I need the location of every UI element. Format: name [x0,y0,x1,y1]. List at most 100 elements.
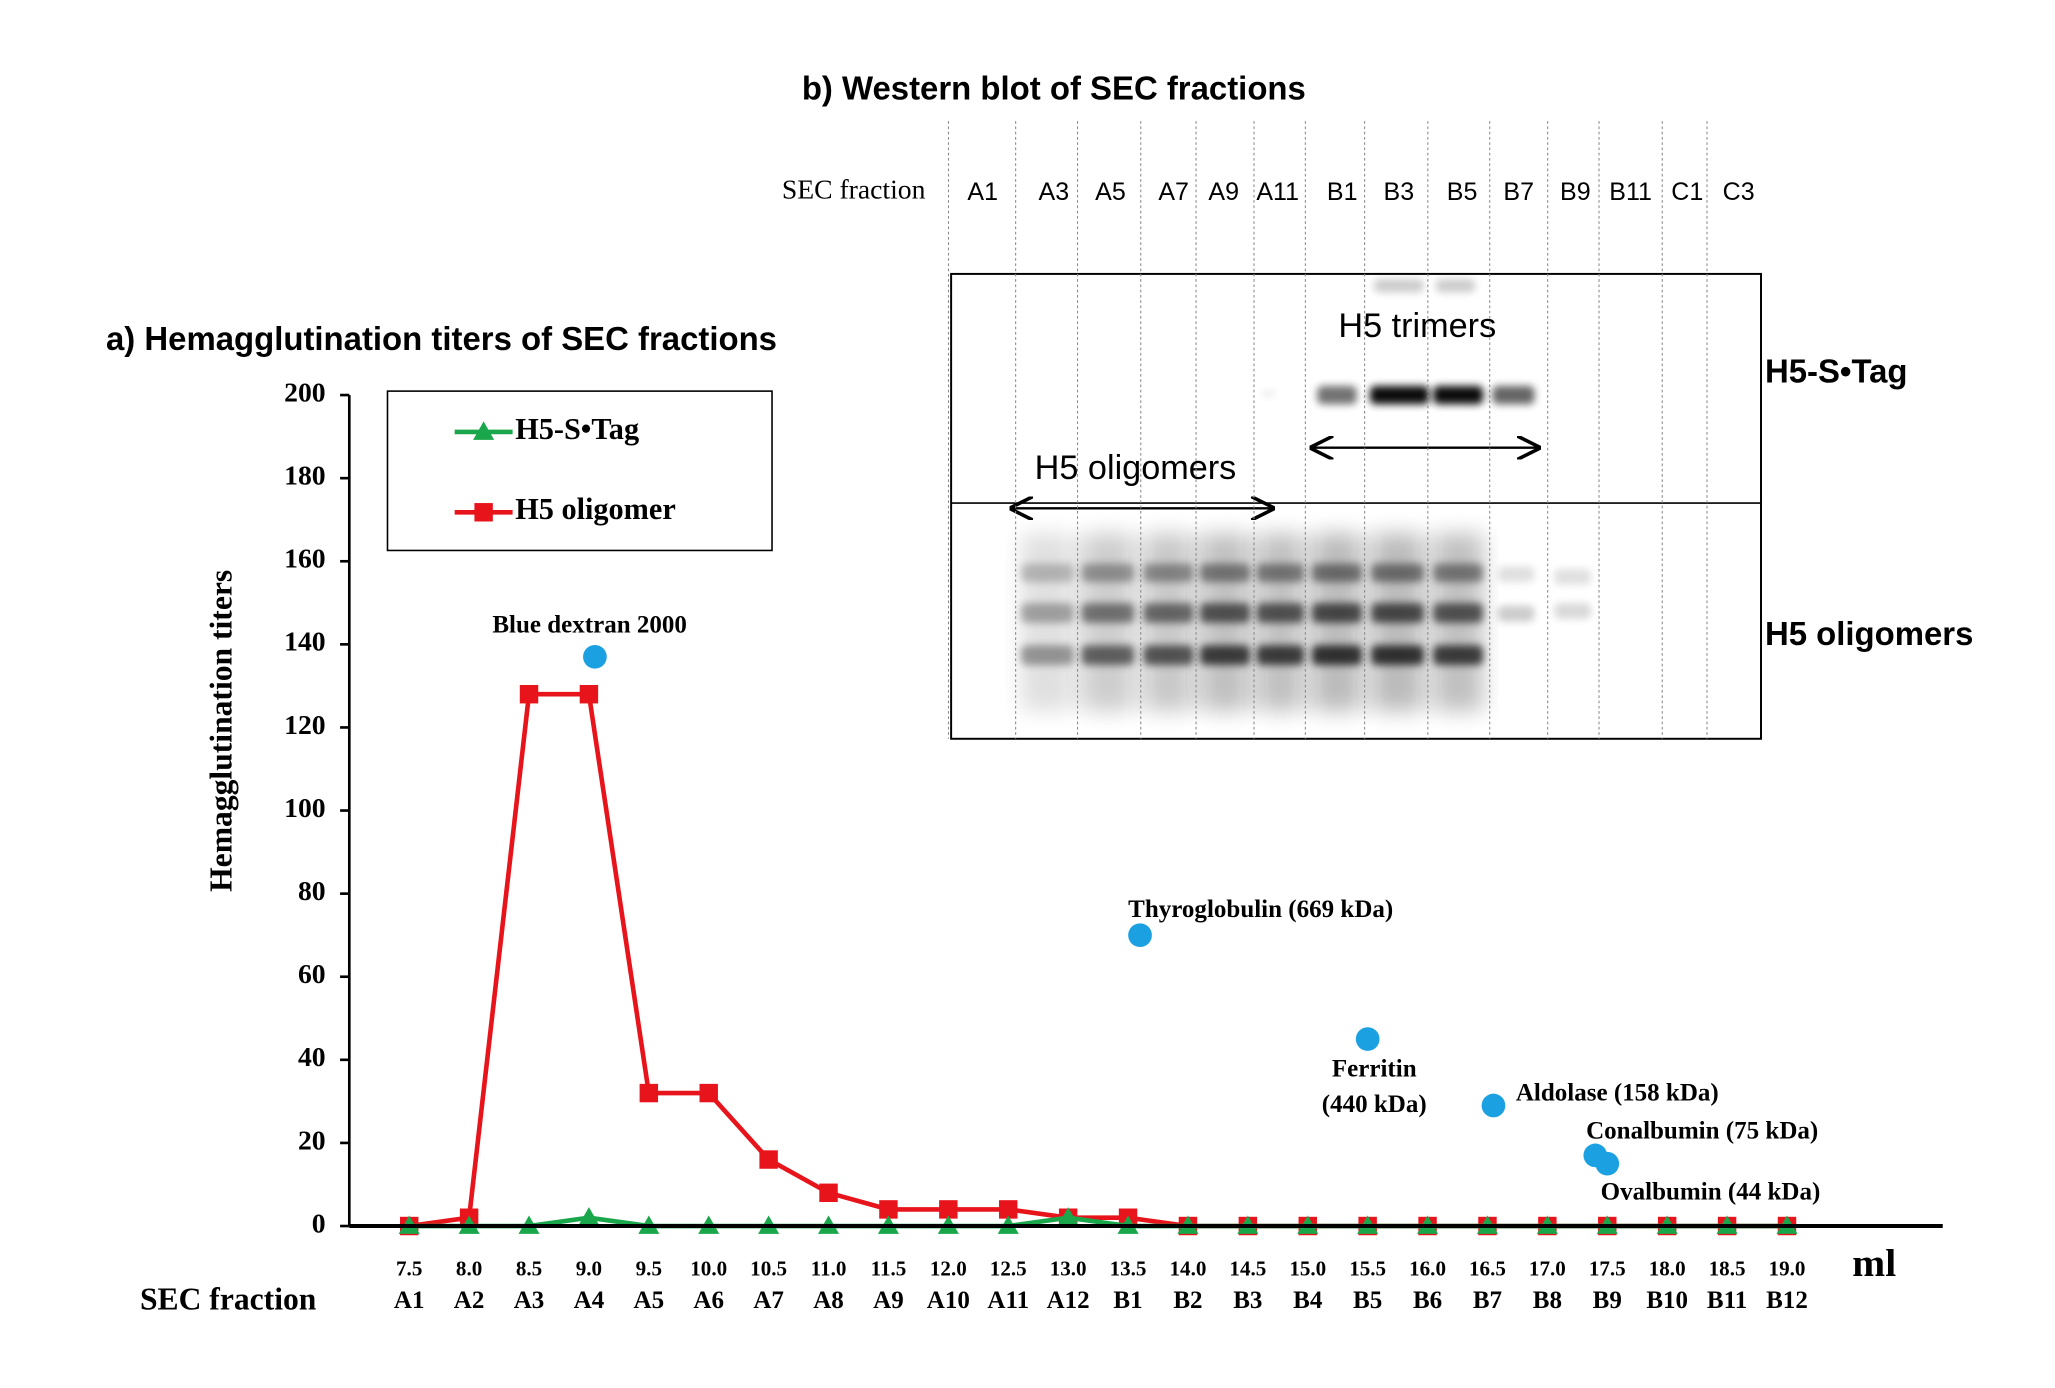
lane-label: B7 [1503,178,1534,206]
row-label: H5 oligomers [1765,615,1973,652]
lane-label: B11 [1609,178,1652,206]
x-tick-label: 9.5 [636,1257,662,1281]
standard-point [1355,1027,1380,1051]
blot-frame [950,272,1762,740]
y-tick-label: 180 [284,460,325,491]
band [1435,279,1476,293]
band [1200,645,1251,666]
x-tick-label: 12.5 [990,1257,1027,1281]
fraction-label: A6 [693,1287,724,1314]
x-tick-label: 18.5 [1709,1257,1746,1281]
band [1433,603,1484,623]
x-tick-label: 14.5 [1229,1257,1266,1281]
lane-label: B5 [1447,178,1478,206]
band [1200,603,1251,623]
band [1081,563,1135,583]
x-axis-title: SEC fraction [140,1282,317,1317]
fraction-label: B1 [1113,1287,1142,1314]
fraction-label: B5 [1353,1287,1382,1314]
fraction-label: B12 [1766,1287,1808,1314]
band [1256,645,1305,666]
fraction-label: B9 [1593,1287,1622,1314]
lane-label: C1 [1671,178,1703,206]
point [579,684,599,704]
x-tick-label: 19.0 [1769,1257,1806,1281]
fraction-label: A4 [574,1287,605,1314]
x-tick-label: 14.0 [1170,1257,1207,1281]
y-tick-label: 160 [284,543,325,574]
fraction-label: B4 [1293,1287,1323,1314]
band [1371,603,1424,623]
standard-label: (440 kDa) [1322,1091,1427,1118]
band [1143,603,1194,623]
band [1081,603,1135,623]
fraction-label: B8 [1533,1287,1562,1314]
x-tick-label: 11.5 [871,1257,907,1281]
x-tick-label: 10.0 [690,1257,727,1281]
standard-label: Ovalbumin (44 kDa) [1601,1179,1821,1206]
x-tick-label: 12.0 [930,1257,967,1281]
blot-annotation: H5 oligomers [1035,449,1237,487]
x-tick-label: 13.0 [1050,1257,1087,1281]
legend [386,390,773,552]
point [639,1083,659,1103]
fraction-label: B10 [1646,1287,1688,1314]
lane-label: B1 [1327,178,1358,206]
fraction-label: B3 [1233,1287,1262,1314]
band [1256,563,1305,583]
legend-label: H5 oligomer [515,492,676,526]
x-tick-label: 17.5 [1589,1257,1626,1281]
row-label: H5-S•Tag [1765,353,1908,390]
x-tick-label: 9.0 [576,1257,602,1281]
band [1020,645,1074,666]
point [474,503,493,522]
point [819,1183,838,1203]
band [1143,645,1194,666]
band [1200,563,1251,583]
fraction-label: A1 [394,1287,425,1314]
fraction-label: B6 [1413,1287,1442,1314]
standard-point [1128,923,1152,948]
band [1433,563,1484,583]
x-tick-label: 7.5 [396,1257,422,1281]
fraction-label: A3 [514,1287,545,1314]
fraction-label: A12 [1047,1287,1090,1314]
band [1020,563,1074,583]
lane-label: A9 [1208,178,1239,206]
lane-label: C3 [1723,178,1755,206]
point [1057,1207,1079,1226]
y-axis-title: Hemagglutination titers [203,570,238,892]
band [1433,385,1484,405]
blot-image [1020,279,1592,712]
standard-point [583,644,607,669]
fraction-label: A9 [873,1287,904,1314]
lane-label: B9 [1560,178,1591,206]
x-tick-label: 16.0 [1409,1257,1446,1281]
band [1554,568,1592,585]
band [1433,645,1484,666]
point [939,1200,958,1219]
x-tick-label: 10.5 [750,1257,787,1281]
point [473,421,495,440]
band [1020,603,1074,623]
x-tick-label: 8.0 [456,1257,482,1281]
point [759,1150,778,1169]
y-tick-label: 20 [298,1124,326,1155]
x-tick-label: 15.0 [1289,1257,1326,1281]
fraction-label: B11 [1707,1287,1747,1314]
band [1554,603,1592,619]
legend-label: H5-S•Tag [515,412,639,446]
band [1373,279,1424,293]
lane-label: A5 [1095,178,1126,206]
band [1371,563,1424,583]
band [1311,603,1362,623]
band [1317,385,1357,405]
standard-point [1481,1093,1506,1118]
band [1492,385,1535,405]
band [1143,563,1194,583]
fraction-label: A2 [454,1287,485,1314]
band [1256,603,1305,623]
x-unit: ml [1852,1241,1896,1285]
standard-point [1595,1151,1620,1176]
